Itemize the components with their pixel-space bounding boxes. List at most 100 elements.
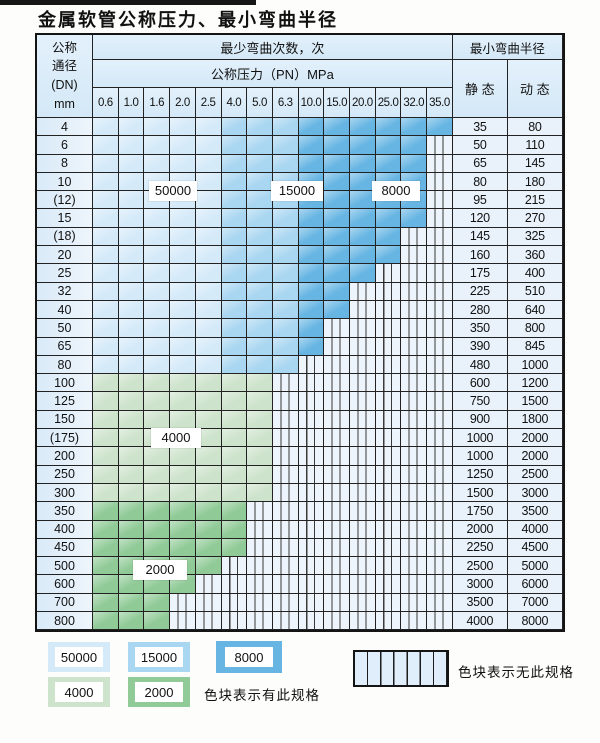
spec-cell: [324, 282, 351, 301]
spec-cell: [118, 447, 145, 466]
spec-cell-no-spec: [375, 557, 402, 576]
static-radius-cell: 80: [452, 172, 508, 192]
spec-cell-no-spec: [247, 593, 273, 613]
dn-cell: 25: [37, 264, 93, 283]
spec-cell: [350, 227, 376, 247]
dynamic-radius-cell: 4000: [507, 520, 563, 539]
spec-cell: [93, 447, 119, 466]
spec-cell: [324, 246, 351, 265]
spec-cell-no-spec: [272, 374, 299, 393]
static-radius-cell: 50: [452, 136, 508, 155]
spec-cell-no-spec: [247, 520, 273, 539]
spec-cell: [118, 392, 145, 411]
dn-cell: (12): [37, 191, 93, 210]
dn-cell: 200: [37, 447, 93, 466]
pressure-col-header: 20.0: [350, 88, 376, 118]
spec-cell: [195, 264, 222, 283]
spec-cell-no-spec: [350, 447, 376, 466]
spec-cell: [144, 355, 171, 375]
dn-cell: (175): [37, 429, 93, 448]
spec-cell-no-spec: [298, 538, 325, 558]
dynamic-radius-cell: 1800: [507, 410, 563, 430]
spec-cell: [144, 593, 171, 613]
spec-cell-no-spec: [298, 355, 325, 375]
spec-cell-no-spec: [272, 392, 299, 411]
spec-cell-no-spec: [350, 483, 376, 503]
pressure-col-header: 1.0: [118, 88, 145, 118]
spec-cell: [118, 136, 145, 155]
spec-cell: [144, 154, 171, 173]
spec-cell: [144, 300, 171, 320]
spec-cell-no-spec: [324, 355, 351, 375]
spec-cell-no-spec: [427, 154, 453, 173]
dynamic-radius-cell: 800: [507, 319, 563, 338]
spec-cell: [247, 136, 273, 155]
spec-cell-no-spec: [272, 520, 299, 539]
bend-cycles-header: 最少弯曲次数，次: [93, 35, 453, 60]
spec-cell: [272, 246, 299, 265]
spec-cell-no-spec: [375, 612, 402, 631]
static-radius-cell: 1000: [452, 447, 508, 466]
pressure-col-header: 2.0: [170, 88, 196, 118]
spec-cell: [144, 337, 171, 356]
spec-cell: [247, 410, 273, 430]
spec-cell: [195, 538, 222, 558]
dn-cell: 400: [37, 520, 93, 539]
spec-cell: [247, 264, 273, 283]
spec-cell-no-spec: [401, 557, 428, 576]
spec-cell: [195, 429, 222, 448]
spec-cell: [298, 282, 325, 301]
spec-cell: [195, 154, 222, 173]
spec-cell: [221, 172, 248, 192]
spec-cell: [247, 392, 273, 411]
spec-cell: [247, 227, 273, 247]
spec-cell: [350, 209, 376, 228]
spec-cell-no-spec: [427, 300, 453, 320]
spec-cell-no-spec: [427, 172, 453, 192]
spec-cell: [118, 154, 145, 173]
spec-cell: [375, 118, 402, 137]
spec-cell: [375, 246, 402, 265]
spec-cell: [93, 227, 119, 247]
cycle-zone-label: 15000: [271, 181, 323, 201]
dynamic-radius-cell: 180: [507, 172, 563, 192]
pressure-col-header: 4.0: [221, 88, 248, 118]
spec-cell-no-spec: [427, 264, 453, 283]
spec-cell-no-spec: [324, 483, 351, 503]
spec-cell: [247, 154, 273, 173]
spec-cell: [118, 593, 145, 613]
spec-cell: [93, 118, 119, 137]
spec-cell-no-spec: [195, 593, 222, 613]
spec-cell: [272, 300, 299, 320]
spec-cell-no-spec: [427, 612, 453, 631]
spec-cell: [118, 374, 145, 393]
spec-cell: [221, 282, 248, 301]
static-radius-cell: 175: [452, 264, 508, 283]
spec-cell: [350, 191, 376, 210]
spec-cell: [298, 337, 325, 356]
spec-cell-no-spec: [272, 483, 299, 503]
spec-cell-no-spec: [247, 502, 273, 521]
spec-cell-no-spec: [324, 374, 351, 393]
spec-cell-no-spec: [324, 538, 351, 558]
spec-cell-no-spec: [401, 264, 428, 283]
spec-cell: [118, 246, 145, 265]
spec-cell: [144, 612, 171, 631]
spec-cell: [375, 209, 402, 228]
spec-cell-no-spec: [298, 410, 325, 430]
pressure-col-header: 5.0: [247, 88, 273, 118]
spec-cell: [272, 319, 299, 338]
dynamic-radius-cell: 3000: [507, 483, 563, 503]
spec-cell: [93, 520, 119, 539]
spec-cell: [272, 209, 299, 228]
spec-cell: [93, 300, 119, 320]
spec-cell: [272, 154, 299, 173]
spec-cell-no-spec: [375, 538, 402, 558]
static-radius-cell: 600: [452, 374, 508, 393]
spec-cell-no-spec: [324, 392, 351, 411]
static-radius-cell: 1500: [452, 483, 508, 503]
static-header: 静 态: [452, 60, 508, 118]
static-radius-cell: 35: [452, 118, 508, 137]
spec-cell: [93, 483, 119, 503]
spec-cell-no-spec: [375, 465, 402, 484]
